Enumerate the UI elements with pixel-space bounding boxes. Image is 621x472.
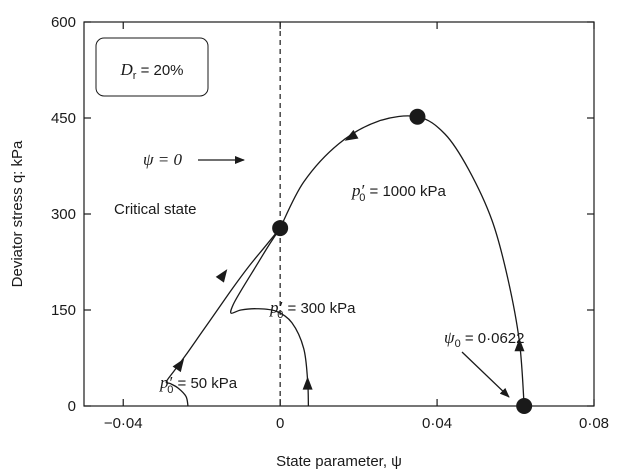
initial-state-1000-marker bbox=[516, 398, 533, 414]
peak-1000-marker bbox=[409, 108, 426, 125]
label-1000kpa: p′0 = 1000 kPa bbox=[351, 181, 446, 204]
x-axis-ticks: −0·04 0 0·04 0·08 bbox=[104, 22, 609, 432]
psi0-arrow bbox=[461, 351, 510, 398]
x-tick-label: 0·04 bbox=[422, 415, 452, 432]
critical-state-label: Critical state bbox=[114, 201, 197, 218]
psi0-label: ψ0 = 0·0622 bbox=[444, 328, 525, 350]
psi-zero-label: ψ = 0 bbox=[143, 150, 183, 169]
direction-arrow bbox=[172, 358, 185, 373]
direction-arrow bbox=[514, 338, 525, 352]
density-label: Dr = 20% bbox=[119, 60, 183, 82]
y-tick-label: 450 bbox=[51, 110, 76, 127]
series-1000kpa-path bbox=[279, 115, 525, 407]
series-50kpa-path bbox=[165, 227, 281, 407]
state-markers bbox=[272, 108, 533, 414]
y-tick-label: 600 bbox=[51, 14, 76, 31]
direction-arrow bbox=[215, 269, 228, 283]
label-300kpa: p′0 = 300 kPa bbox=[269, 298, 356, 321]
x-tick-label: 0·08 bbox=[579, 415, 609, 432]
series-layer bbox=[165, 115, 525, 407]
y-tick-label: 300 bbox=[51, 206, 76, 223]
direction-arrows bbox=[172, 129, 525, 390]
critical-state-marker bbox=[272, 220, 289, 237]
direction-arrow bbox=[344, 129, 359, 141]
y-tick-label: 0 bbox=[68, 398, 76, 415]
label-50kpa: p′0 = 50 kPa bbox=[159, 373, 238, 396]
direction-arrow bbox=[302, 376, 313, 390]
x-tick-label: −0·04 bbox=[104, 415, 143, 432]
series-300kpa-path bbox=[229, 227, 310, 407]
density-box bbox=[95, 37, 209, 97]
y-tick-label: 150 bbox=[51, 302, 76, 319]
y-axis-ticks: 0 150 300 450 600 bbox=[51, 14, 594, 415]
y-axis-title: Deviator stress q: kPa bbox=[9, 140, 26, 287]
x-axis-title: State parameter, ψ bbox=[276, 453, 402, 470]
x-tick-label: 0 bbox=[276, 415, 284, 432]
